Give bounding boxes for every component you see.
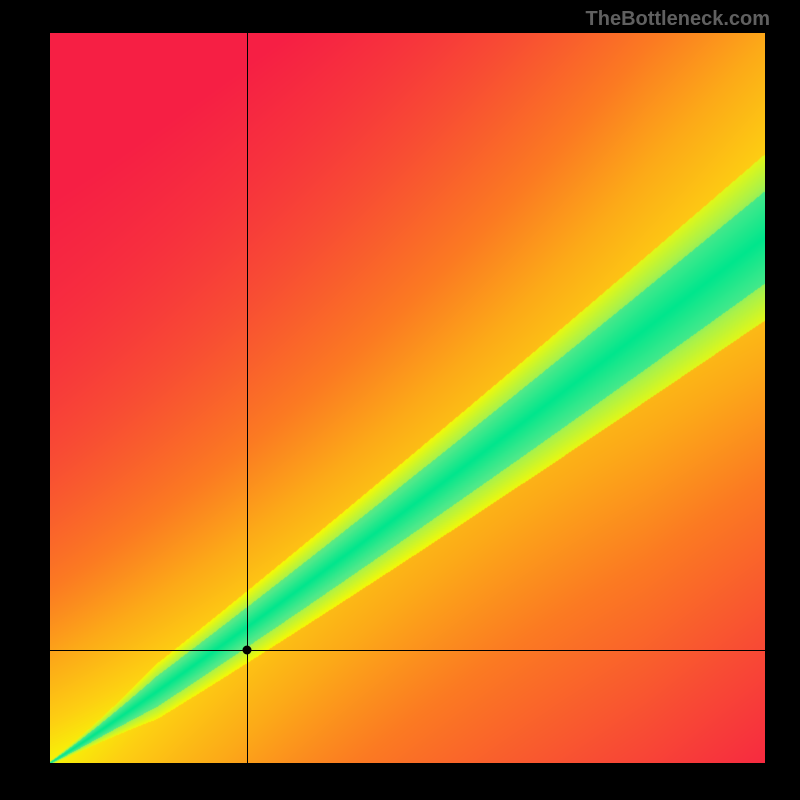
heatmap-plot bbox=[50, 33, 765, 763]
heatmap-canvas bbox=[50, 33, 765, 763]
crosshair-horizontal bbox=[50, 650, 765, 651]
data-point-marker bbox=[242, 645, 251, 654]
watermark-text: TheBottleneck.com bbox=[586, 8, 770, 31]
